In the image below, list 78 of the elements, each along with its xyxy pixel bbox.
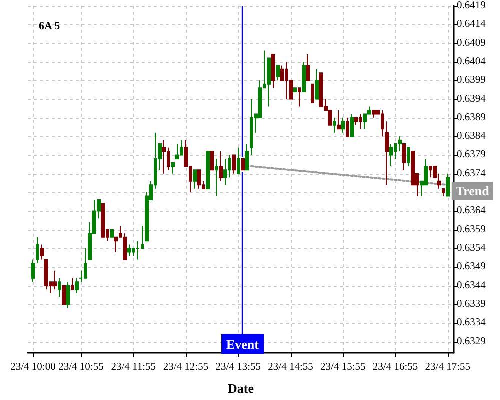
x-tick-label: 23/4 14:55 bbox=[268, 362, 314, 373]
candlestick bbox=[62, 285, 66, 305]
candlestick bbox=[311, 84, 314, 104]
candlestick bbox=[101, 203, 105, 238]
candlestick bbox=[223, 158, 227, 186]
candlestick bbox=[36, 236, 39, 264]
candlestick bbox=[232, 154, 236, 174]
y-tick-label: 0.6364 bbox=[457, 206, 487, 217]
candlestick bbox=[333, 117, 336, 134]
x-tick-label: 23/4 15:55 bbox=[320, 362, 366, 373]
candlestick bbox=[442, 188, 445, 197]
y-tick-label: 0.6344 bbox=[457, 280, 487, 292]
y-tick-label: 0.6394 bbox=[457, 94, 487, 105]
candlestick bbox=[175, 144, 179, 160]
candlestick bbox=[385, 121, 389, 186]
candlestick bbox=[40, 244, 44, 260]
text: 6A 5 bbox=[39, 20, 61, 32]
candlestick bbox=[66, 282, 70, 309]
candlestick bbox=[75, 278, 79, 294]
candlestick bbox=[71, 278, 74, 290]
series-label: Trend bbox=[456, 184, 490, 199]
y-tick-label: 0.6419 bbox=[457, 0, 486, 12]
y-tick-label: 0.6329 bbox=[457, 336, 486, 348]
candlestick bbox=[315, 68, 319, 100]
candlestick bbox=[446, 173, 450, 197]
candlestick bbox=[215, 158, 218, 197]
candlestick bbox=[197, 170, 201, 190]
candlestick bbox=[350, 114, 354, 138]
x-tick-label: 23/4 10:55 bbox=[58, 362, 104, 373]
y-tick-label: 0.6399 bbox=[457, 75, 486, 86]
candlestick bbox=[245, 144, 249, 171]
candlestick bbox=[372, 110, 376, 118]
candlestick bbox=[402, 144, 406, 171]
y-tick-label: 0.6334 bbox=[457, 318, 487, 329]
x-axis-title: Date bbox=[228, 381, 254, 396]
y-tick-label: 0.6354 bbox=[457, 243, 487, 254]
candlestick bbox=[407, 147, 410, 167]
ref-line-label: Event bbox=[226, 337, 260, 352]
candlestick bbox=[31, 259, 35, 283]
candlestick bbox=[219, 151, 223, 182]
candlestick bbox=[341, 117, 345, 134]
candlestick bbox=[53, 270, 57, 290]
candlestick bbox=[206, 151, 210, 190]
candlestick bbox=[276, 65, 280, 82]
y-tick-label: 0.6389 bbox=[457, 112, 486, 124]
y-tick-label: 0.6349 bbox=[457, 262, 486, 273]
candlestick bbox=[302, 61, 306, 92]
y-tick-label: 0.6404 bbox=[457, 56, 487, 68]
x-tick-label: 23/4 12:55 bbox=[163, 362, 209, 373]
y-tick-label: 0.6339 bbox=[457, 298, 486, 310]
candlestick bbox=[58, 278, 61, 298]
candlestick bbox=[171, 162, 175, 174]
candlestick bbox=[306, 54, 310, 82]
candlestick bbox=[346, 117, 349, 138]
candlestick bbox=[271, 54, 275, 89]
candlestick bbox=[162, 140, 166, 174]
candlestick bbox=[298, 88, 301, 108]
x-tick-label: 23/4 11:55 bbox=[111, 362, 156, 373]
x-tick-label: 23/4 10:00 bbox=[10, 362, 56, 373]
candlestick bbox=[127, 244, 131, 256]
candlestick bbox=[110, 229, 114, 238]
y-tick-label: 0.6359 bbox=[457, 224, 486, 236]
x-tick-label: 23/4 13:55 bbox=[216, 362, 261, 373]
y-tick-label: 0.6414 bbox=[457, 19, 487, 30]
y-tick-label: 0.6409 bbox=[457, 38, 486, 49]
candlestick bbox=[354, 117, 358, 126]
candlestick bbox=[210, 151, 214, 171]
candlestick bbox=[193, 170, 197, 190]
candlestick bbox=[293, 88, 297, 92]
candlestick bbox=[237, 147, 240, 174]
y-tick-label: 0.6384 bbox=[457, 131, 487, 142]
y-tick-label: 0.6379 bbox=[457, 150, 486, 161]
x-tick-label: 23/4 17:55 bbox=[425, 362, 470, 373]
x-tick-label: 23/4 16:55 bbox=[372, 362, 418, 373]
y-tick-label: 0.6374 bbox=[457, 168, 487, 180]
candlestick bbox=[337, 110, 341, 130]
candlestick bbox=[241, 158, 245, 171]
candlestick bbox=[389, 144, 393, 167]
